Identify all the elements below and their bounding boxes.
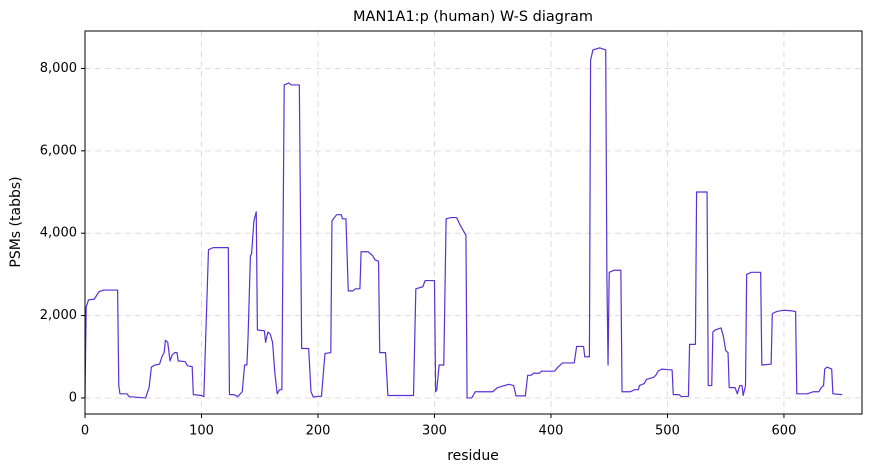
x-tick-label: 300 xyxy=(422,424,447,439)
plot-frame xyxy=(84,30,863,415)
x-tick-label: 100 xyxy=(189,424,214,439)
x-tick-label: 200 xyxy=(306,424,331,439)
x-axis-label: residue xyxy=(447,448,499,464)
y-tick-label: 0 xyxy=(69,390,77,405)
y-tick-label: 8,000 xyxy=(40,61,77,76)
y-axis-label: PSMs (tabbs) xyxy=(8,176,24,267)
x-tick-label: 0 xyxy=(81,424,89,439)
x-tick-label: 600 xyxy=(772,424,797,439)
y-tick-label: 2,000 xyxy=(40,308,77,323)
y-tick-label: 6,000 xyxy=(40,143,77,158)
x-tick-label: 500 xyxy=(655,424,680,439)
chart-title: MAN1A1:p (human) W-S diagram xyxy=(353,9,593,25)
x-tick-label: 400 xyxy=(539,424,564,439)
data-line xyxy=(84,47,843,399)
y-tick-label: 4,000 xyxy=(40,226,77,241)
